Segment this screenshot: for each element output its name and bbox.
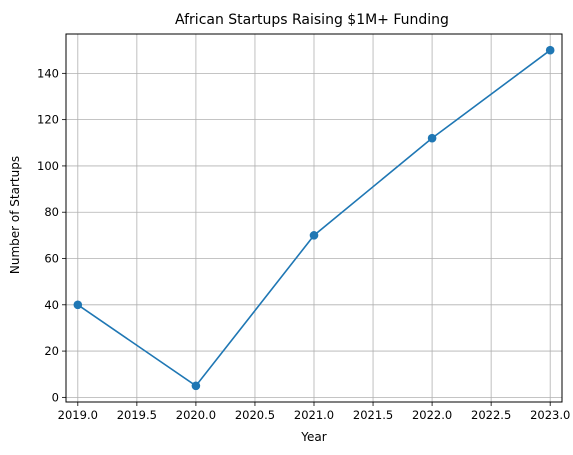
y-axis-title: Number of Startups bbox=[8, 156, 22, 274]
x-tick-label: 2023.0 bbox=[530, 408, 570, 422]
x-tick-label: 2020.0 bbox=[176, 408, 216, 422]
x-tick-label: 2021.5 bbox=[353, 408, 393, 422]
y-tick-label: 100 bbox=[37, 159, 59, 173]
y-tick-label: 120 bbox=[37, 113, 59, 127]
tick-layer: 2019.0 2019.5 2020.0 2020.5 2021.0 2021.5 2022… bbox=[37, 66, 570, 422]
data-point bbox=[545, 45, 555, 55]
data-point bbox=[427, 133, 437, 143]
y-tick-label: 140 bbox=[37, 66, 59, 80]
series-layer bbox=[73, 45, 555, 391]
chart-title: African Startups Raising $1M+ Funding bbox=[175, 12, 449, 28]
y-tick-label: 60 bbox=[44, 252, 59, 266]
y-tick-label: 80 bbox=[44, 205, 59, 219]
x-tick-label: 2021.0 bbox=[294, 408, 334, 422]
data-point bbox=[73, 300, 83, 310]
x-tick-label: 2019.5 bbox=[117, 408, 157, 422]
x-tick-label: 2022.0 bbox=[412, 408, 452, 422]
data-point bbox=[309, 231, 319, 240]
y-tick-label: 0 bbox=[52, 390, 59, 404]
x-tick-label: 2020.5 bbox=[235, 408, 275, 422]
y-tick-label: 20 bbox=[44, 344, 59, 358]
x-tick-label: 2019.0 bbox=[58, 408, 98, 422]
x-axis-title: Year bbox=[300, 430, 326, 444]
data-point bbox=[191, 381, 201, 391]
y-tick-label: 40 bbox=[44, 298, 59, 312]
x-tick-label: 2022.5 bbox=[471, 408, 511, 422]
grid-layer bbox=[66, 34, 562, 402]
